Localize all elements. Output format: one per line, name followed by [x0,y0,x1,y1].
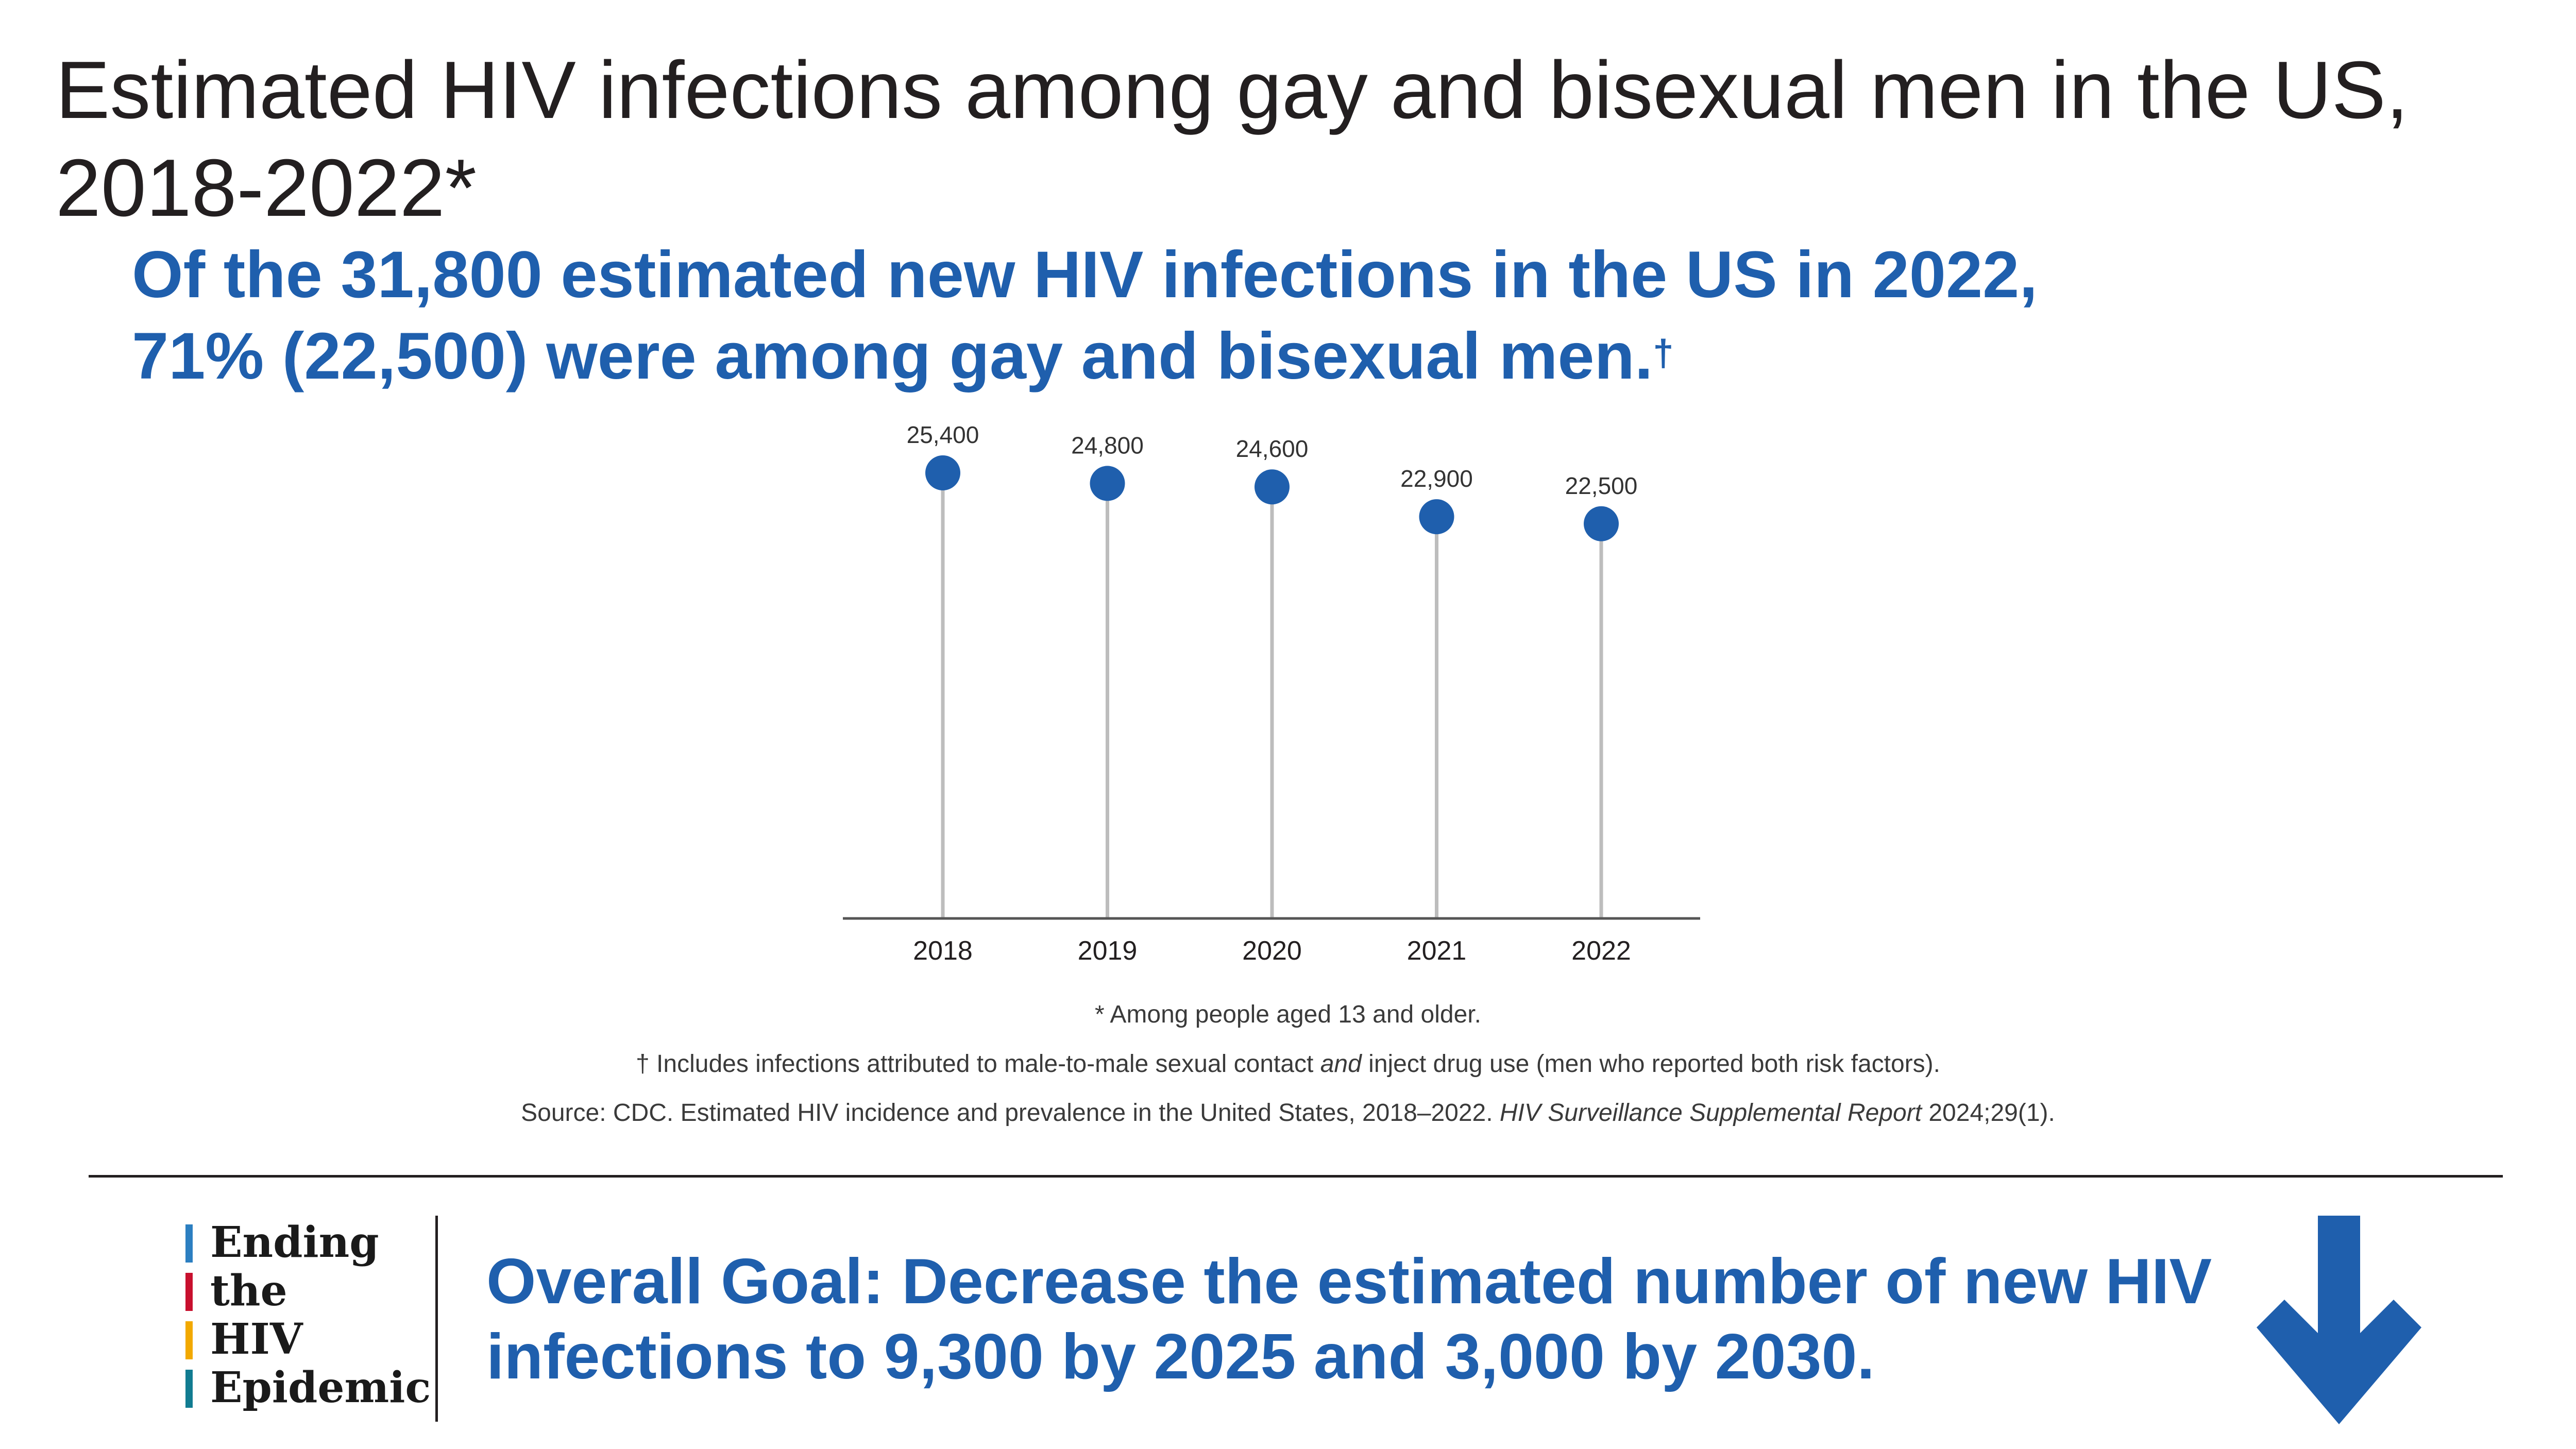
headline-bold: 31,800 estimated new HIV infections [341,238,1473,312]
x-tick-label: 2019 [1078,936,1138,966]
logo-word-ending: Ending [185,1218,431,1267]
headline-pre: Of the [132,238,341,312]
footnote-includes-post: inject drug use (men who reported both r… [1361,1050,1940,1078]
logo-divider [435,1216,438,1422]
headline-dagger: † [1653,333,1674,374]
lollipop-marker [1090,466,1125,501]
footnote-source: Source: CDC. Estimated HIV incidence and… [0,1099,2576,1127]
lollipop-marker [1255,469,1290,505]
logo-word-epidemic: Epidemic [185,1363,431,1412]
headline-post: in the US in 2022, [1473,238,2038,312]
lollipop-marker [925,455,960,490]
x-tick-label: 2020 [1242,936,1302,966]
data-label: 25,400 [907,421,979,448]
lollipop-marker [1584,506,1619,541]
logo-bar [185,1224,193,1263]
lollipop-chart: 25,400 2018 24,800 2019 24,600 2020 22,900 2021… [843,421,1700,966]
logo-bar [185,1370,193,1408]
source-post: 2024;29(1). [1922,1099,2055,1127]
page-title: Estimated HIV infections among gay and b… [56,45,2409,233]
goal-lead: Overall Goal: [486,1246,884,1317]
footnote-includes: † Includes infections attributed to male… [0,1050,2576,1078]
x-tick-label: 2018 [913,936,973,966]
logo-word-hiv: HIV [185,1315,431,1363]
logo-word-the: the [185,1267,431,1315]
footnote-age: * Among people aged 13 and older. [1095,1001,1481,1028]
goal-text: Decrease the estimated number of new HIV… [486,1246,2212,1392]
x-tick-label: 2021 [1407,936,1467,966]
x-tick-label: 2022 [1571,936,1631,966]
data-label: 22,900 [1400,465,1473,492]
source-pre: Source: CDC. Estimated HIV incidence and… [521,1099,1500,1127]
ending-the-hiv-epidemic-logo: Ending the HIV Epidemic [185,1218,431,1412]
overall-goal: Overall Goal: Decrease the estimated num… [486,1244,2238,1394]
lollipop-marker [1419,499,1454,535]
headline-statement: Of the 31,800 estimated new HIV infectio… [132,234,2399,397]
logo-bar [185,1273,193,1311]
arrow-down-icon [2257,1216,2421,1424]
data-label: 22,500 [1565,472,1638,499]
footnote-includes-em: and [1320,1050,1362,1078]
source-report-title: HIV Surveillance Supplemental Report [1499,1099,1922,1127]
section-divider [89,1175,2503,1178]
data-label: 24,800 [1071,432,1144,458]
logo-bar [185,1321,193,1359]
headline-line2: 71% (22,500) were among gay and bisexual… [132,319,1653,393]
data-label: 24,600 [1236,435,1309,462]
footnote-includes-pre: † Includes infections attributed to male… [636,1050,1320,1078]
